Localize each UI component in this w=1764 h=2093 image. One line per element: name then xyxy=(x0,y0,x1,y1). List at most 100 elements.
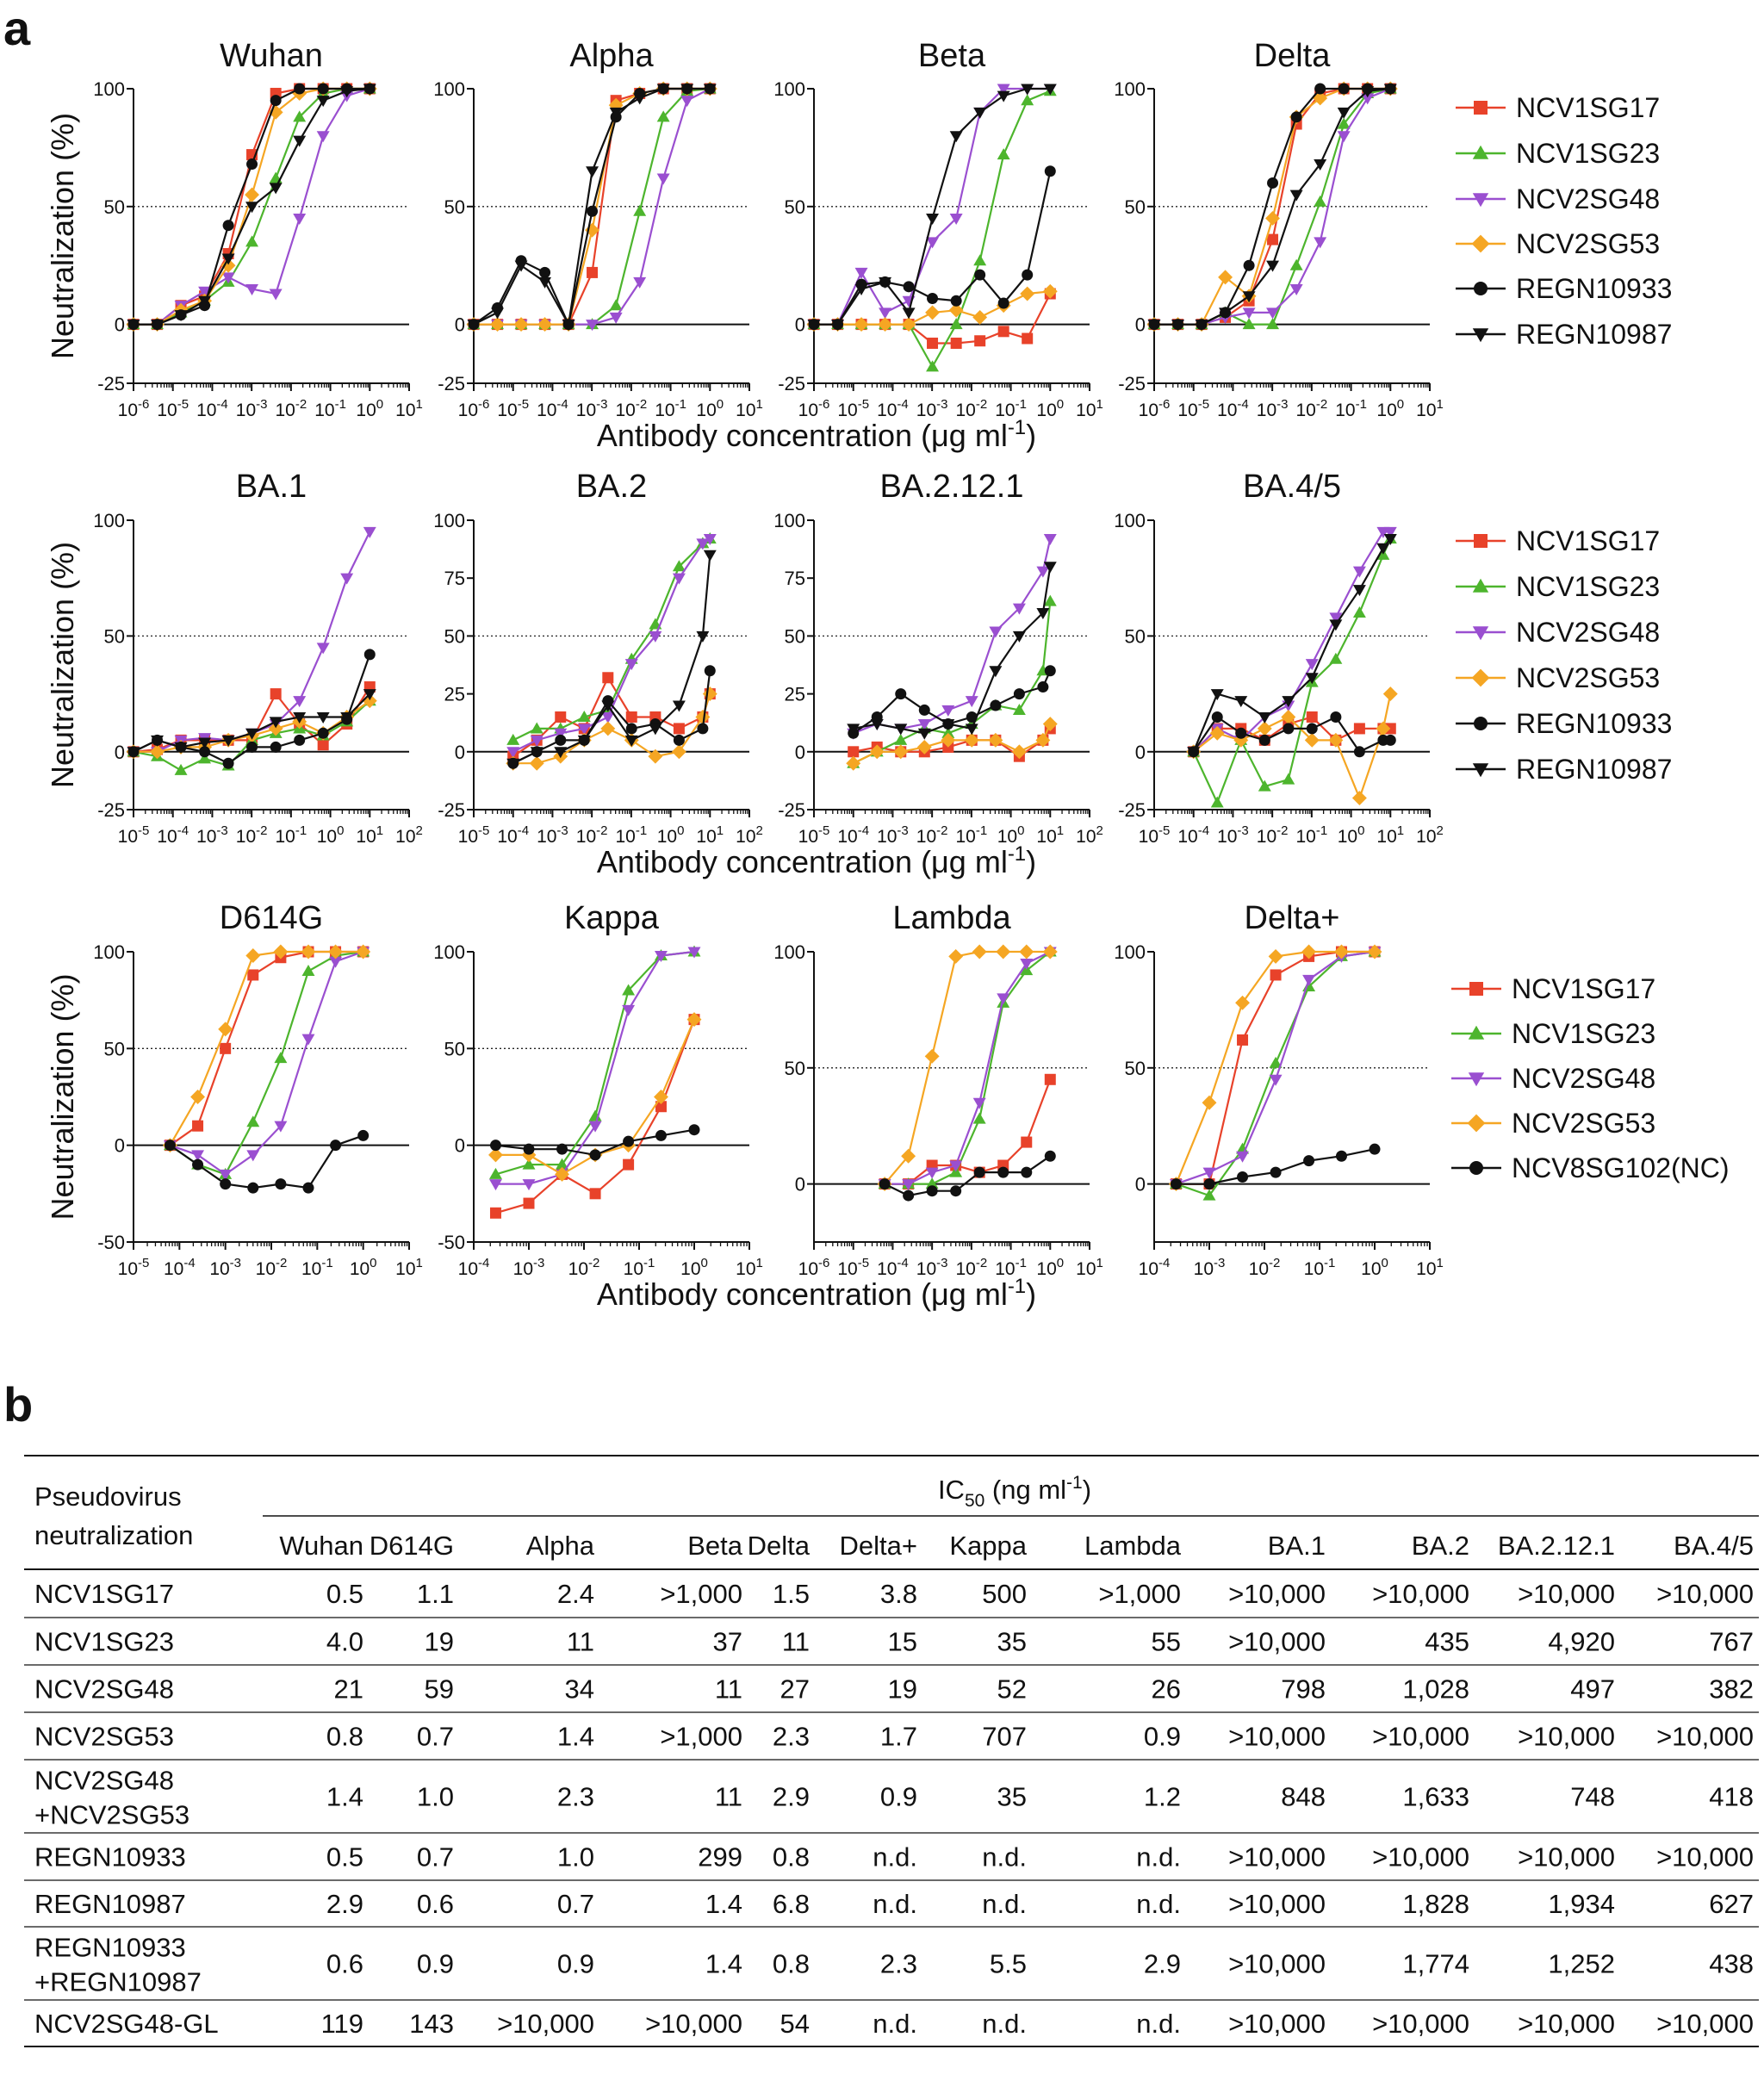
legend-label: NCV1SG17 xyxy=(1512,973,1655,1004)
table-cell: 35 xyxy=(997,1782,1027,1812)
data-point xyxy=(854,284,868,296)
legend-marker xyxy=(1472,763,1489,778)
series-regn10987 xyxy=(506,550,717,770)
data-point xyxy=(1235,727,1247,739)
data-point xyxy=(506,758,520,770)
data-point xyxy=(245,235,259,247)
data-point xyxy=(274,1121,288,1133)
series-line xyxy=(853,724,1052,765)
data-point xyxy=(1019,944,1034,960)
data-point xyxy=(1257,721,1272,736)
y-tick-label: 100 xyxy=(93,510,125,531)
table-cell: >10,000 xyxy=(1228,1949,1326,1979)
data-point xyxy=(1267,177,1279,189)
series-line xyxy=(814,90,1051,370)
data-point xyxy=(1282,696,1295,708)
x-tick-label: 10-1 xyxy=(616,823,648,847)
y-tick-label: -25 xyxy=(97,373,125,394)
legend-item-ncv2sg48: NCV2SG48 xyxy=(1451,1063,1655,1094)
data-point xyxy=(245,284,259,296)
data-point xyxy=(198,752,212,764)
row-header-line2: neutralization xyxy=(34,1520,193,1550)
legend-marker xyxy=(1474,101,1488,115)
data-point xyxy=(1236,1142,1250,1154)
data-point xyxy=(363,84,376,96)
y-tick-label: 0 xyxy=(1135,742,1146,763)
x-tick-label: 10-5 xyxy=(118,1256,150,1279)
data-point xyxy=(941,726,955,738)
chart-ba-4-5: BA.4/5 -25 0 50 100 10-5 10-4 10-3 10-2 10-1 100 10… xyxy=(1114,469,1444,847)
legend-item-ncv2sg53: NCV2SG53 xyxy=(1451,1108,1655,1139)
data-point xyxy=(127,320,140,332)
table-cell: 59 xyxy=(425,1674,454,1705)
series-ncv2sg53 xyxy=(877,944,1058,1192)
data-point xyxy=(926,1185,938,1197)
data-point xyxy=(586,166,599,178)
legend-marker xyxy=(1472,578,1489,593)
legend-item-ncv1sg23: NCV1SG23 xyxy=(1456,571,1660,602)
y-tick-label: 50 xyxy=(785,1058,805,1079)
data-point xyxy=(656,110,670,122)
x-tick-label: 10-3 xyxy=(513,1256,545,1279)
data-point xyxy=(1021,1136,1033,1148)
data-point xyxy=(924,1048,940,1064)
table-cell: 798 xyxy=(1281,1674,1326,1705)
table-cell: 1.7 xyxy=(880,1722,917,1752)
data-point xyxy=(680,84,694,96)
chart-delta: Delta -25 0 50 100 10-6 10-5 10-4 10-3 10-2 10-1 10… xyxy=(1114,38,1444,420)
y-tick-label: 50 xyxy=(104,1038,125,1059)
series-line xyxy=(853,670,1052,735)
x-tick-label: 10-3 xyxy=(236,397,268,420)
data-point xyxy=(649,724,662,736)
x-axis-label: Antibody concentration (μg ml-1) xyxy=(597,842,1036,879)
data-point xyxy=(989,666,1003,678)
table-cell: 0.9 xyxy=(557,1949,594,1979)
data-point xyxy=(949,213,963,225)
table-cell: 0.9 xyxy=(1144,1722,1181,1752)
data-point xyxy=(609,299,623,311)
x-tick-label: 10-5 xyxy=(458,823,490,847)
x-tick-label: 10-4 xyxy=(1177,823,1209,847)
data-point xyxy=(695,710,711,724)
x-tick-label: 10-6 xyxy=(798,397,830,420)
data-point xyxy=(530,722,543,734)
table-cell: 55 xyxy=(1152,1627,1181,1657)
legend-marker xyxy=(1468,1025,1485,1040)
table-cell: n.d. xyxy=(873,1889,917,1919)
data-point xyxy=(1289,284,1303,296)
table-cell: 1,028 xyxy=(1402,1674,1469,1705)
legend-item-regn10933: REGN10933 xyxy=(1456,708,1672,739)
data-point xyxy=(1305,673,1319,685)
data-point xyxy=(340,711,354,724)
data-point xyxy=(601,711,615,724)
legend-label: NCV2SG53 xyxy=(1516,662,1660,693)
data-point xyxy=(1335,1150,1347,1162)
data-point xyxy=(317,83,329,95)
data-point xyxy=(1021,94,1034,106)
data-point xyxy=(601,700,615,712)
legend-item-ncv1sg17: NCV1SG17 xyxy=(1456,92,1660,123)
x-tick-label: 100 xyxy=(997,823,1025,847)
data-point xyxy=(1012,703,1026,715)
series-ncv2sg48 xyxy=(488,947,701,1191)
table-cell: 1,774 xyxy=(1402,1949,1469,1979)
data-point xyxy=(948,948,964,964)
table-cell: 2.9 xyxy=(326,1889,363,1919)
data-point xyxy=(996,944,1011,960)
table-cell: 21 xyxy=(334,1674,363,1705)
row-name: NCV2SG53 xyxy=(34,1722,174,1752)
data-point xyxy=(965,724,978,736)
y-tick-label: 50 xyxy=(444,1038,465,1059)
legend-marker xyxy=(1472,328,1489,343)
x-tick-label: 101 xyxy=(1416,1256,1444,1279)
x-tick-label: 10-3 xyxy=(916,1256,948,1279)
table-cell: 0.7 xyxy=(417,1842,454,1873)
table-cell: 0.5 xyxy=(326,1842,363,1873)
y-tick-label: 75 xyxy=(785,568,805,589)
table-cell: >10,000 xyxy=(1228,1889,1326,1919)
data-point xyxy=(702,686,717,702)
data-point xyxy=(1337,131,1351,143)
data-point xyxy=(221,735,235,747)
table-row: REGN10933 +REGN10987 0.6 0.9 0.9 1.4 0.8 2.3 5.5… xyxy=(34,1933,1754,1997)
